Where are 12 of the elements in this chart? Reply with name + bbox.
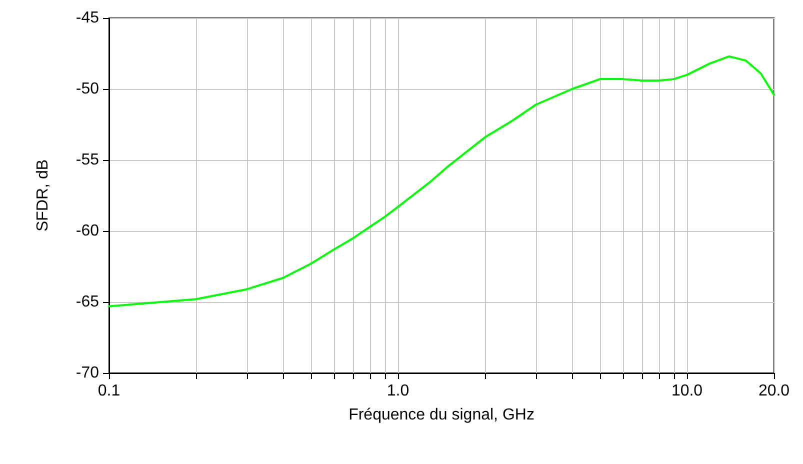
y-tick-label: -55 <box>76 152 100 168</box>
x-tick-label: 1.0 <box>386 382 410 400</box>
x-axis-title: Fréquence du signal, GHz <box>348 406 534 424</box>
y-tick-label: -65 <box>76 294 100 310</box>
y-tick-label: -60 <box>76 222 100 240</box>
y-tick-label: -45 <box>76 10 100 26</box>
y-tick-label: -50 <box>76 80 100 98</box>
y-axis-title: SFDR, dB <box>34 159 52 232</box>
x-tick-label: 0.1 <box>98 382 120 400</box>
x-tick-label: 10.0 <box>671 382 703 400</box>
y-tick-label: -70 <box>76 364 100 382</box>
x-tick-label: 20.0 <box>758 382 790 400</box>
